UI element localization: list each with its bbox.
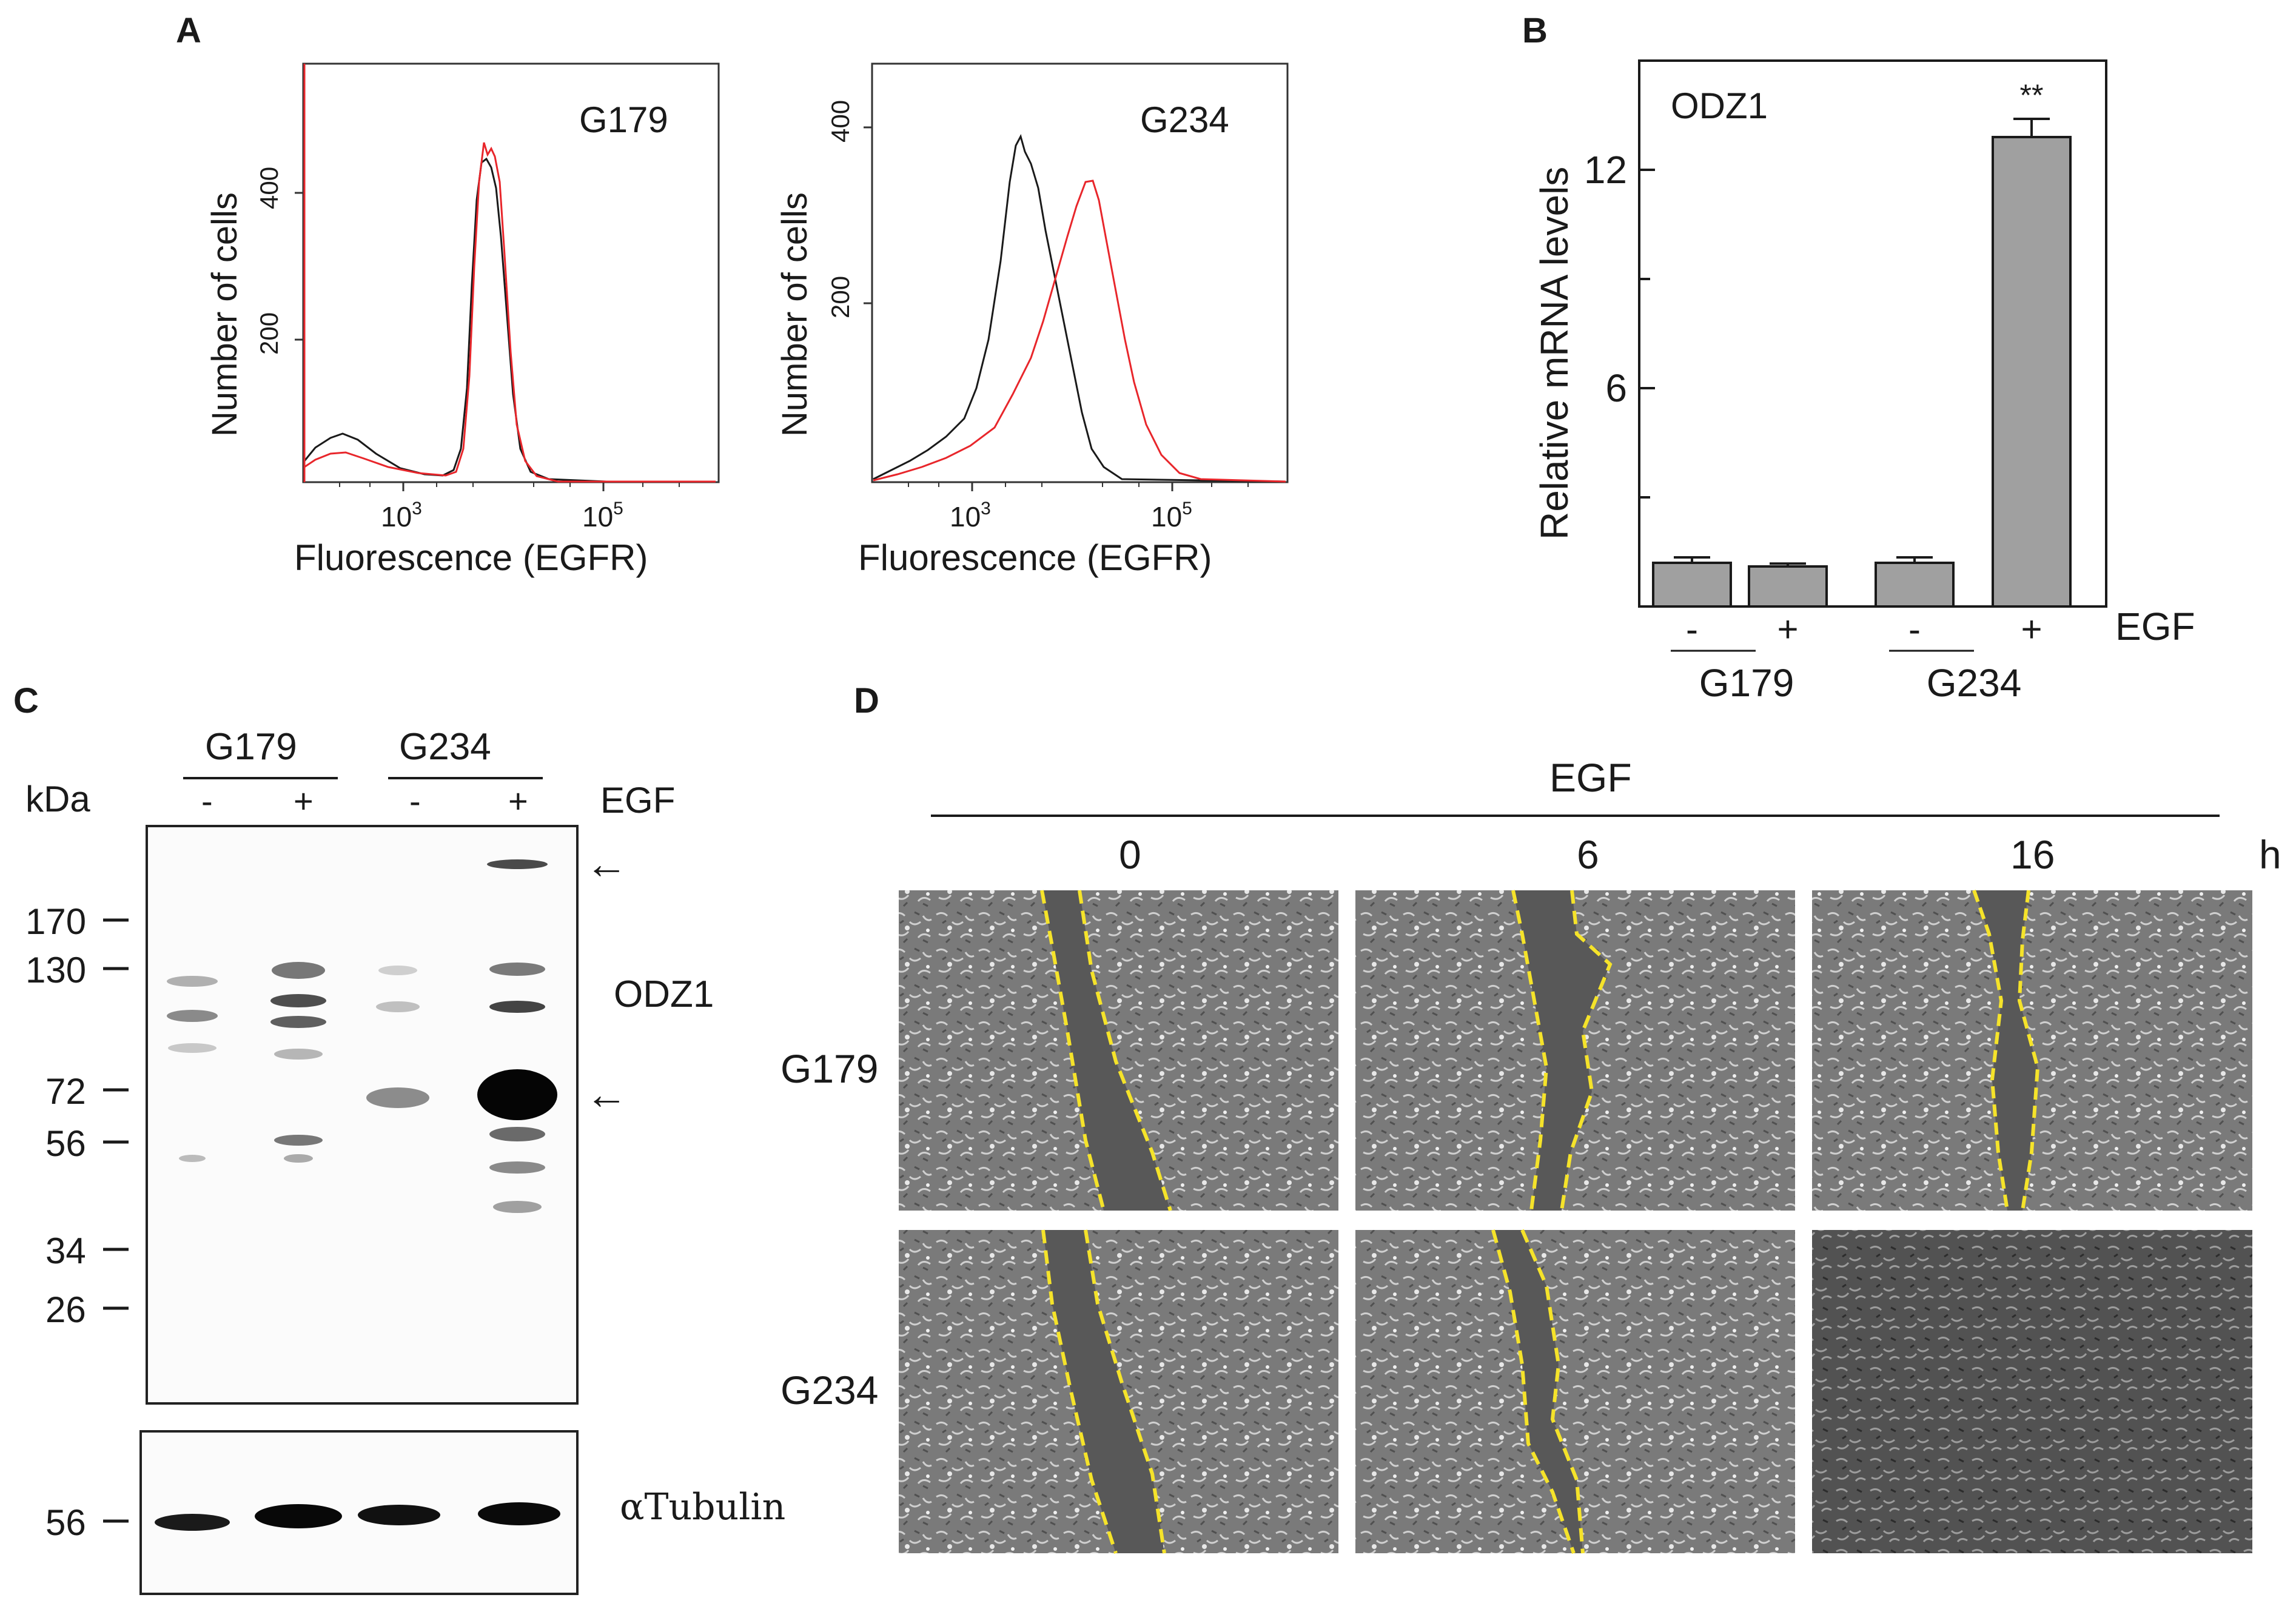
hist-g234-red-curve	[873, 180, 1286, 483]
blot-group-g179: G179	[205, 726, 297, 768]
chart-bar	[1748, 565, 1828, 608]
scratch-time-0: 0	[1119, 832, 1141, 877]
hist-g234-xtick-1e3: 103	[950, 499, 991, 533]
odz1-blot	[146, 825, 579, 1405]
blot-marker-ticks	[103, 918, 129, 1523]
scratch-image-g179-0h	[899, 890, 1338, 1211]
blot-marker-72: 72	[45, 1071, 86, 1112]
hist-g179-xtick-1e3: 103	[381, 499, 422, 533]
hist-g179-red-curve	[304, 142, 716, 483]
blot-lane-sign: +	[508, 782, 528, 820]
hist-g179-black-curve	[303, 157, 716, 483]
panel-b-letter: B	[1522, 11, 1548, 50]
scratch-egf-label: EGF	[1549, 755, 1632, 800]
chart-egf-label: EGF	[2115, 605, 2195, 648]
tubulin-blot	[139, 1430, 579, 1595]
hist-g179-ylabel: Number of cells	[205, 192, 244, 437]
hist-g179-ytick-400: 400	[255, 167, 283, 209]
scratch-time-6: 6	[1577, 832, 1599, 877]
hist-g179-xtick-base: 10	[582, 501, 613, 533]
hist-g179: G179 200 400 103 105	[255, 62, 720, 533]
blot-group-g234: G234	[399, 726, 491, 768]
mrna-bar-chart: ODZ1 Relative mRNA levels 6 12 - + - ** + EGF G1…	[1532, 59, 2195, 705]
chart-title: ODZ1	[1671, 86, 1768, 126]
hist-g234-xtick-base: 10	[1151, 501, 1182, 533]
hist-g234-ytick-400: 400	[826, 100, 854, 143]
blot-marker-170: 170	[25, 901, 86, 942]
hist-g179-xtick-base: 10	[381, 501, 412, 533]
blot-tubulin-label: αTubulin	[620, 1486, 785, 1528]
chart-bar	[1652, 562, 1732, 608]
blot-lane-sign: -	[201, 782, 213, 820]
hist-g234: G234 200 400 103 105	[826, 62, 1289, 533]
hist-g234-ylabel: Number of cells	[775, 192, 814, 437]
hist-g234-xtick-exp: 3	[981, 499, 991, 519]
chart-ylabel: Relative mRNA levels	[1532, 167, 1576, 540]
scratch-time-16: 16	[2010, 832, 2055, 877]
hist-g179-xtick-1e5: 105	[582, 499, 623, 533]
blot-marker-130: 130	[25, 950, 86, 990]
hist-g179-xtick-exp: 5	[613, 499, 623, 519]
hist-g179-frame	[302, 62, 720, 483]
blot-marker-34: 34	[45, 1231, 86, 1271]
blot-protein-label: ODZ1	[614, 973, 714, 1015]
chart-bar	[1875, 562, 1955, 608]
hist-g234-title: G234	[1140, 99, 1229, 140]
chart-group-label: G234	[1927, 661, 2022, 705]
scratch-row-g234: G234	[780, 1368, 878, 1413]
scratch-image-g179-16h	[1812, 890, 2252, 1211]
blot-arrow-icon: ←	[585, 840, 628, 887]
chart-egf-sign: +	[2021, 609, 2042, 650]
hist-g234-frame	[871, 62, 1289, 483]
blot-marker-56: 56	[45, 1123, 86, 1164]
scratch-image-g234-6h	[1355, 1229, 1795, 1554]
scratch-image-g234-0h	[899, 1229, 1338, 1554]
hist-g234-xtick-base: 10	[950, 501, 981, 533]
chart-egf-sign: -	[1908, 609, 1921, 650]
blot-tubulin-marker-56: 56	[45, 1502, 86, 1543]
hist-g234-xtick-exp: 5	[1182, 499, 1192, 519]
hist-g179-ytick-200: 200	[255, 312, 283, 355]
chart-egf-sign: +	[1777, 609, 1798, 650]
hist-g234-ytick-200: 200	[826, 276, 854, 318]
scratch-time-unit: h	[2259, 832, 2281, 877]
scratch-image-g234-16h	[1812, 1230, 2252, 1553]
scratch-row-g179: G179	[780, 1046, 878, 1091]
hist-g179-xlabel: Fluorescence (EGFR)	[294, 537, 648, 578]
hist-g179-title: G179	[579, 99, 668, 140]
scratch-image-g179-6h	[1355, 890, 1795, 1211]
blot-marker-26: 26	[45, 1289, 86, 1330]
panel-a-letter: A	[176, 11, 201, 50]
chart-ytick-label: 12	[1584, 148, 1627, 192]
chart-egf-sign: -	[1686, 609, 1698, 650]
hist-g234-black-curve	[873, 133, 1286, 483]
blot-kda-label: kDa	[25, 779, 90, 819]
blot-lane-sign: -	[409, 782, 421, 820]
panel-d-letter: D	[854, 681, 879, 721]
chart-ytick-label: 6	[1605, 366, 1627, 410]
chart-significance-label: **	[2020, 78, 2044, 112]
blot-arrow-icon: ←	[585, 1070, 628, 1118]
panel-c-letter: C	[13, 681, 39, 721]
blot-lane-sign: +	[294, 782, 314, 820]
hist-g234-xtick-1e5: 105	[1151, 499, 1192, 533]
chart-group-label: G179	[1699, 661, 1794, 705]
blot-egf-label: EGF	[600, 780, 675, 821]
hist-g179-xtick-exp: 3	[412, 499, 422, 519]
chart-frame	[1638, 59, 2107, 608]
hist-g234-xlabel: Fluorescence (EGFR)	[858, 537, 1212, 578]
chart-bar	[1992, 136, 2072, 608]
